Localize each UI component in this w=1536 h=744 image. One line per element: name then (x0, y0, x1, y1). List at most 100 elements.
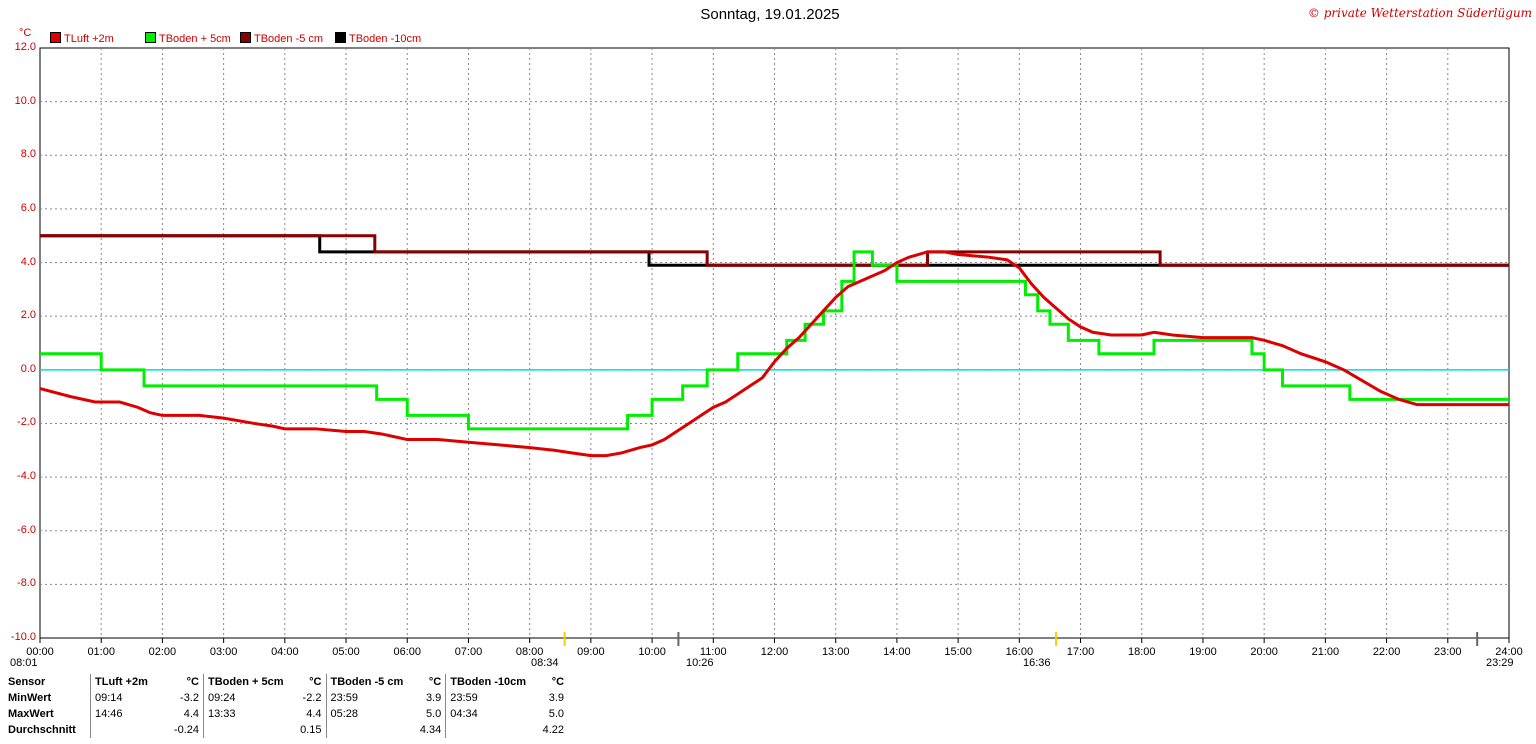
x-tick-label: 19:00 (1189, 646, 1217, 658)
sunset-time: 16:36 (1023, 657, 1051, 669)
legend-label: TBoden -10cm (349, 33, 422, 45)
stats-cell: 4.4 (183, 708, 199, 720)
stats-row-avg: Durchschnitt -0.24 0.15 4.34 4.22 (4, 722, 568, 738)
x-tick-label: 03:00 (209, 646, 238, 658)
legend-label: TBoden -5 cm (254, 33, 324, 45)
stats-cell: 04:34 (445, 706, 531, 722)
stats-cell: 5.0 (548, 708, 565, 720)
y-tick-label: 8.0 (20, 148, 36, 161)
y-tick-label: -6.0 (17, 523, 36, 536)
stats-header-unit: °C (309, 676, 322, 688)
stats-cell: -3.2 (180, 692, 199, 704)
stats-cell (325, 722, 408, 738)
sunrise-time: 08:01 (10, 657, 38, 669)
y-unit-label: °C (19, 27, 32, 39)
y-tick-label: -10.0 (10, 631, 36, 643)
x-tick-label: 23:00 (1434, 646, 1462, 658)
stats-cell: 09:14 (90, 690, 165, 706)
stats-cell: 4.4 (306, 708, 322, 720)
y-tick-label: -2.0 (17, 416, 36, 429)
x-tick-label: 05:00 (332, 646, 360, 658)
x-tick-label: 04:00 (271, 646, 299, 658)
x-tick-label: 06:00 (393, 646, 422, 658)
series-line-1 (40, 250, 1509, 431)
stats-header-unit: °C (551, 676, 565, 688)
stats-header: TBoden + 5cm (203, 674, 288, 690)
legend-item-tboden-minus5: TBoden -5 cm (240, 32, 323, 45)
y-tick-label: 12.0 (14, 41, 36, 53)
stats-cell: 4.34 (419, 724, 442, 736)
x-tick-label: 11:00 (699, 646, 727, 658)
y-tick-label: 6.0 (20, 201, 36, 214)
moonset-time: 10:26 (686, 657, 714, 669)
x-tick-label: 13:00 (821, 646, 850, 658)
x-tick-label: 21:00 (1311, 646, 1340, 658)
legend-item-tboden-plus5: TBoden + 5cm (145, 32, 231, 45)
legend-label: TLuft +2m (64, 33, 114, 45)
stats-cell: 05:28 (325, 706, 408, 722)
y-tick-label: 0.0 (20, 362, 36, 375)
x-tick-label: 14:00 (883, 646, 911, 658)
copyright-label: © private Wetterstation Süderlügum (1307, 6, 1532, 20)
stats-cell (445, 722, 531, 738)
stats-row-max: MaxWert 14:46 4.4 13:33 4.4 05:28 5.0 04… (4, 706, 568, 722)
x-tick-label: 24:00 (1495, 646, 1523, 658)
stats-header-unit: °C (428, 676, 442, 688)
stats-cell: MinWert (8, 692, 52, 704)
stats-header: TBoden -5 cm (325, 674, 408, 690)
stats-cell (90, 722, 165, 738)
legend-swatch-tboden-minus5 (240, 32, 251, 43)
stats-cell: -0.24 (173, 724, 199, 736)
x-tick-label: 20:00 (1250, 646, 1278, 658)
series-line-0 (39, 250, 1509, 458)
y-tick-label: -8.0 (17, 577, 36, 590)
x-tick-label: 00:00 (26, 646, 54, 658)
x-tick-label: 15:00 (944, 646, 972, 658)
x-tick-label: 02:00 (148, 646, 177, 658)
legend-swatch-tboden-minus10 (335, 32, 346, 43)
x-tick-label: 16:00 (1005, 646, 1034, 658)
legend-item-tboden-minus10: TBoden -10cm (335, 32, 421, 45)
marker-time-0834: 08:34 (531, 657, 559, 669)
legend-swatch-tluft (50, 32, 61, 43)
stats-cell: 5.0 (425, 708, 442, 720)
stats-cell: 13:33 (203, 706, 288, 722)
x-tick-label: 17:00 (1066, 646, 1095, 658)
chart-title: Sonntag, 19.01.2025 (700, 6, 840, 23)
stats-cell: MaxWert (8, 708, 54, 720)
stats-cell: Durchschnitt (8, 724, 76, 736)
stats-cell: 09:24 (203, 690, 288, 706)
x-tick-label: 22:00 (1372, 646, 1401, 658)
x-tick-label: 09:00 (577, 646, 605, 658)
stats-cell: 3.9 (425, 692, 442, 704)
x-tick-label: 01:00 (87, 646, 115, 658)
stats-cell: 23:59 (445, 690, 531, 706)
x-tick-label: 07:00 (454, 646, 483, 658)
x-tick-label: 10:00 (638, 646, 666, 658)
legend-item-tluft: TLuft +2m (50, 32, 114, 45)
moonrise-time: 23:29 (1486, 657, 1514, 669)
x-tick-label: 18:00 (1127, 646, 1156, 658)
stats-cell: -2.2 (302, 692, 322, 704)
stats-cell: 14:46 (90, 706, 165, 722)
y-tick-label: 4.0 (20, 255, 36, 268)
legend-label: TBoden + 5cm (159, 33, 231, 45)
legend-swatch-tboden-plus5 (145, 32, 156, 43)
y-tick-label: 10.0 (14, 94, 36, 107)
stats-header-sensor: Sensor (8, 676, 46, 688)
stats-cell (203, 722, 288, 738)
stats-table: Sensor TLuft +2m °C TBoden + 5cm °C TBod… (4, 674, 568, 738)
stats-header: TLuft +2m (90, 674, 165, 690)
series-line-2 (40, 234, 1509, 267)
stats-header-row: Sensor TLuft +2m °C TBoden + 5cm °C TBod… (4, 674, 568, 690)
stats-row-min: MinWert 09:14 -3.2 09:24 -2.2 23:59 3.9 … (4, 690, 568, 706)
stats-cell: 4.22 (542, 724, 565, 736)
stats-cell: 0.15 (300, 724, 322, 736)
y-tick-label: -4.0 (17, 470, 36, 483)
stats-cell: 23:59 (325, 690, 408, 706)
stats-cell: 3.9 (548, 692, 565, 704)
y-tick-label: 2.0 (20, 309, 36, 322)
x-tick-label: 08:00 (515, 646, 544, 658)
stats-header-unit: °C (186, 676, 199, 688)
